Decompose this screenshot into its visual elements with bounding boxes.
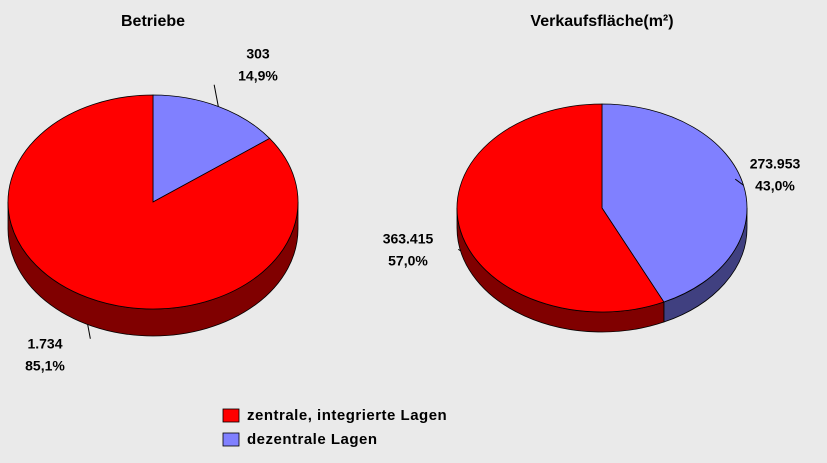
pie-slice	[456, 103, 665, 313]
legend-swatch	[222, 408, 240, 423]
value-label: 273.953	[750, 156, 801, 172]
percent-label: 57,0%	[388, 253, 428, 269]
percent-label: 14,9%	[238, 68, 278, 84]
pie-slice	[7, 94, 299, 310]
leader-line	[213, 84, 219, 107]
pie-slice	[601, 103, 748, 303]
leader-line	[734, 178, 744, 186]
value-label: 1.734	[27, 336, 62, 352]
leader-line	[457, 248, 461, 252]
percent-label: 43,0%	[755, 178, 795, 194]
chart-title: Betriebe	[121, 13, 185, 30]
legend-swatch	[222, 432, 240, 447]
legend-label: dezentrale Lagen	[247, 431, 378, 448]
legend-label: zentrale, integrierte Lagen	[247, 407, 447, 424]
value-label: 303	[246, 46, 270, 62]
pie-slice	[152, 94, 271, 203]
chart-title: Verkaufsfläche(m²)	[530, 13, 673, 30]
value-label: 363.415	[383, 231, 434, 247]
leader-line	[87, 324, 91, 339]
percent-label: 85,1%	[25, 358, 65, 374]
